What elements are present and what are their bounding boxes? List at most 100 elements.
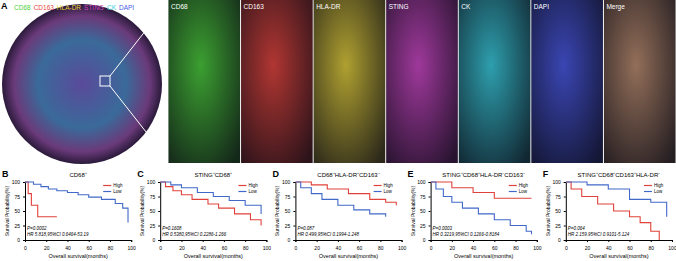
survival-curve — [295, 182, 385, 217]
legend-swatch — [374, 185, 382, 186]
legend-label: Low — [113, 189, 122, 194]
image-tile-bg — [604, 0, 676, 163]
tick-mark — [537, 240, 538, 242]
chart-title: CD68⁺HLA-DR⁺CD163⁻ — [317, 172, 379, 178]
tick: 50 — [14, 208, 25, 214]
chart-title: CD68⁺ — [69, 172, 86, 178]
legend-label: Low — [519, 189, 528, 194]
axis-line — [566, 241, 672, 243]
legend-swatch — [238, 191, 246, 192]
tick: 40 — [471, 240, 477, 251]
x-axis-title: Overall survival(months) — [48, 253, 107, 259]
tick-label: 80 — [648, 245, 654, 251]
tick-mark — [224, 240, 225, 242]
tick-label: 80 — [513, 245, 519, 251]
marker-legend: DAPI — [119, 4, 134, 11]
x-axis-title: Overall survival(months) — [454, 253, 513, 259]
survival-curve — [160, 182, 261, 214]
legend-label: High — [654, 183, 664, 188]
axis-line — [158, 183, 161, 241]
y-axis-title: Survival Probability(%) — [274, 186, 280, 237]
tick-label: 40 — [200, 245, 206, 251]
tick-mark — [158, 182, 160, 183]
plot-area — [566, 182, 667, 240]
legend-label: Low — [384, 189, 393, 194]
tick-label: 25 — [14, 223, 20, 229]
tick: 25 — [555, 223, 566, 229]
legend: HighLow — [509, 183, 529, 194]
km-panel: BCD68⁺0204060801000255075100Overall surv… — [2, 169, 136, 259]
image-tile-bg — [459, 0, 531, 163]
tick: 60 — [222, 240, 228, 251]
plot-area — [295, 182, 396, 217]
tick-mark — [429, 240, 431, 241]
tick-label: 20 — [179, 245, 185, 251]
tick: 0 — [17, 237, 25, 243]
tick: 20 — [314, 240, 320, 251]
legend-swatch — [644, 185, 652, 186]
plot-area — [431, 182, 532, 234]
y-axis: 0255075100 — [417, 179, 431, 243]
tick-mark — [293, 182, 295, 183]
survival-curve — [25, 182, 128, 223]
annotation: P=0.1608 — [162, 226, 182, 231]
image-tile — [459, 0, 531, 163]
tick-label: 75 — [150, 194, 156, 200]
axis-line — [26, 241, 132, 243]
tick-label: 0 — [423, 237, 426, 243]
tick-mark — [564, 197, 566, 198]
km-panel: ESTING⁺CD68⁺HLA-DR⁻CD163⁻020406080100025… — [408, 169, 542, 259]
tick-mark — [564, 240, 566, 241]
tick: 20 — [179, 240, 185, 251]
annotation: HR 0.499,95%CI 0.1994-1.248 — [297, 232, 359, 237]
x-axis: 020406080100 — [565, 240, 676, 251]
chart-title: STING⁺CD68⁺ — [194, 172, 232, 178]
axis-line — [161, 241, 267, 243]
tick: 40 — [336, 240, 342, 251]
km-panel: CSTING⁺CD68⁺0204060801000255075100Overal… — [137, 169, 271, 259]
legend-swatch — [103, 185, 111, 186]
panel-label: E — [408, 169, 414, 179]
tick: 0 — [558, 237, 566, 243]
panel-label: C — [137, 169, 144, 179]
tick-mark — [338, 240, 339, 242]
tick: 100 — [12, 179, 25, 185]
y-axis-title: Survival Probability(%) — [410, 186, 416, 237]
tick-mark — [23, 226, 25, 227]
tick-mark — [245, 240, 246, 242]
tick-mark — [266, 240, 267, 242]
survival-curve — [566, 182, 659, 240]
tick-mark — [23, 240, 25, 241]
legend-label: High — [384, 183, 394, 188]
axis-line — [431, 241, 537, 243]
tick: 100 — [398, 240, 407, 251]
tick-label: 80 — [108, 245, 114, 251]
tick-mark — [630, 240, 631, 242]
tick-mark — [587, 240, 588, 242]
tick: 60 — [357, 240, 363, 251]
axis-line — [23, 183, 26, 241]
legend-label: Low — [654, 189, 663, 194]
x-axis: 020406080100 — [24, 240, 136, 251]
tick-label: 0 — [565, 245, 568, 251]
tick: 0 — [423, 237, 431, 243]
tick-label: 80 — [243, 245, 249, 251]
tick: 75 — [555, 194, 566, 200]
tick-mark — [452, 240, 453, 242]
tick-label: 20 — [44, 245, 50, 251]
tick-mark — [429, 182, 431, 183]
tick: 50 — [420, 208, 431, 214]
tick: 100 — [668, 240, 676, 251]
y-axis-title: Survival Probability(%) — [139, 186, 145, 237]
tick: 100 — [417, 179, 430, 185]
x-axis: 020406080100 — [430, 240, 542, 251]
marker-legend: CD68 — [14, 4, 31, 11]
legend-swatch — [644, 191, 652, 192]
axis-line — [293, 183, 296, 241]
tile-label: STING — [389, 3, 409, 10]
tick: 20 — [450, 240, 456, 251]
tick-mark — [494, 240, 495, 242]
tick-mark — [516, 240, 517, 242]
inset-link — [110, 2, 168, 76]
tick-mark — [651, 240, 652, 242]
